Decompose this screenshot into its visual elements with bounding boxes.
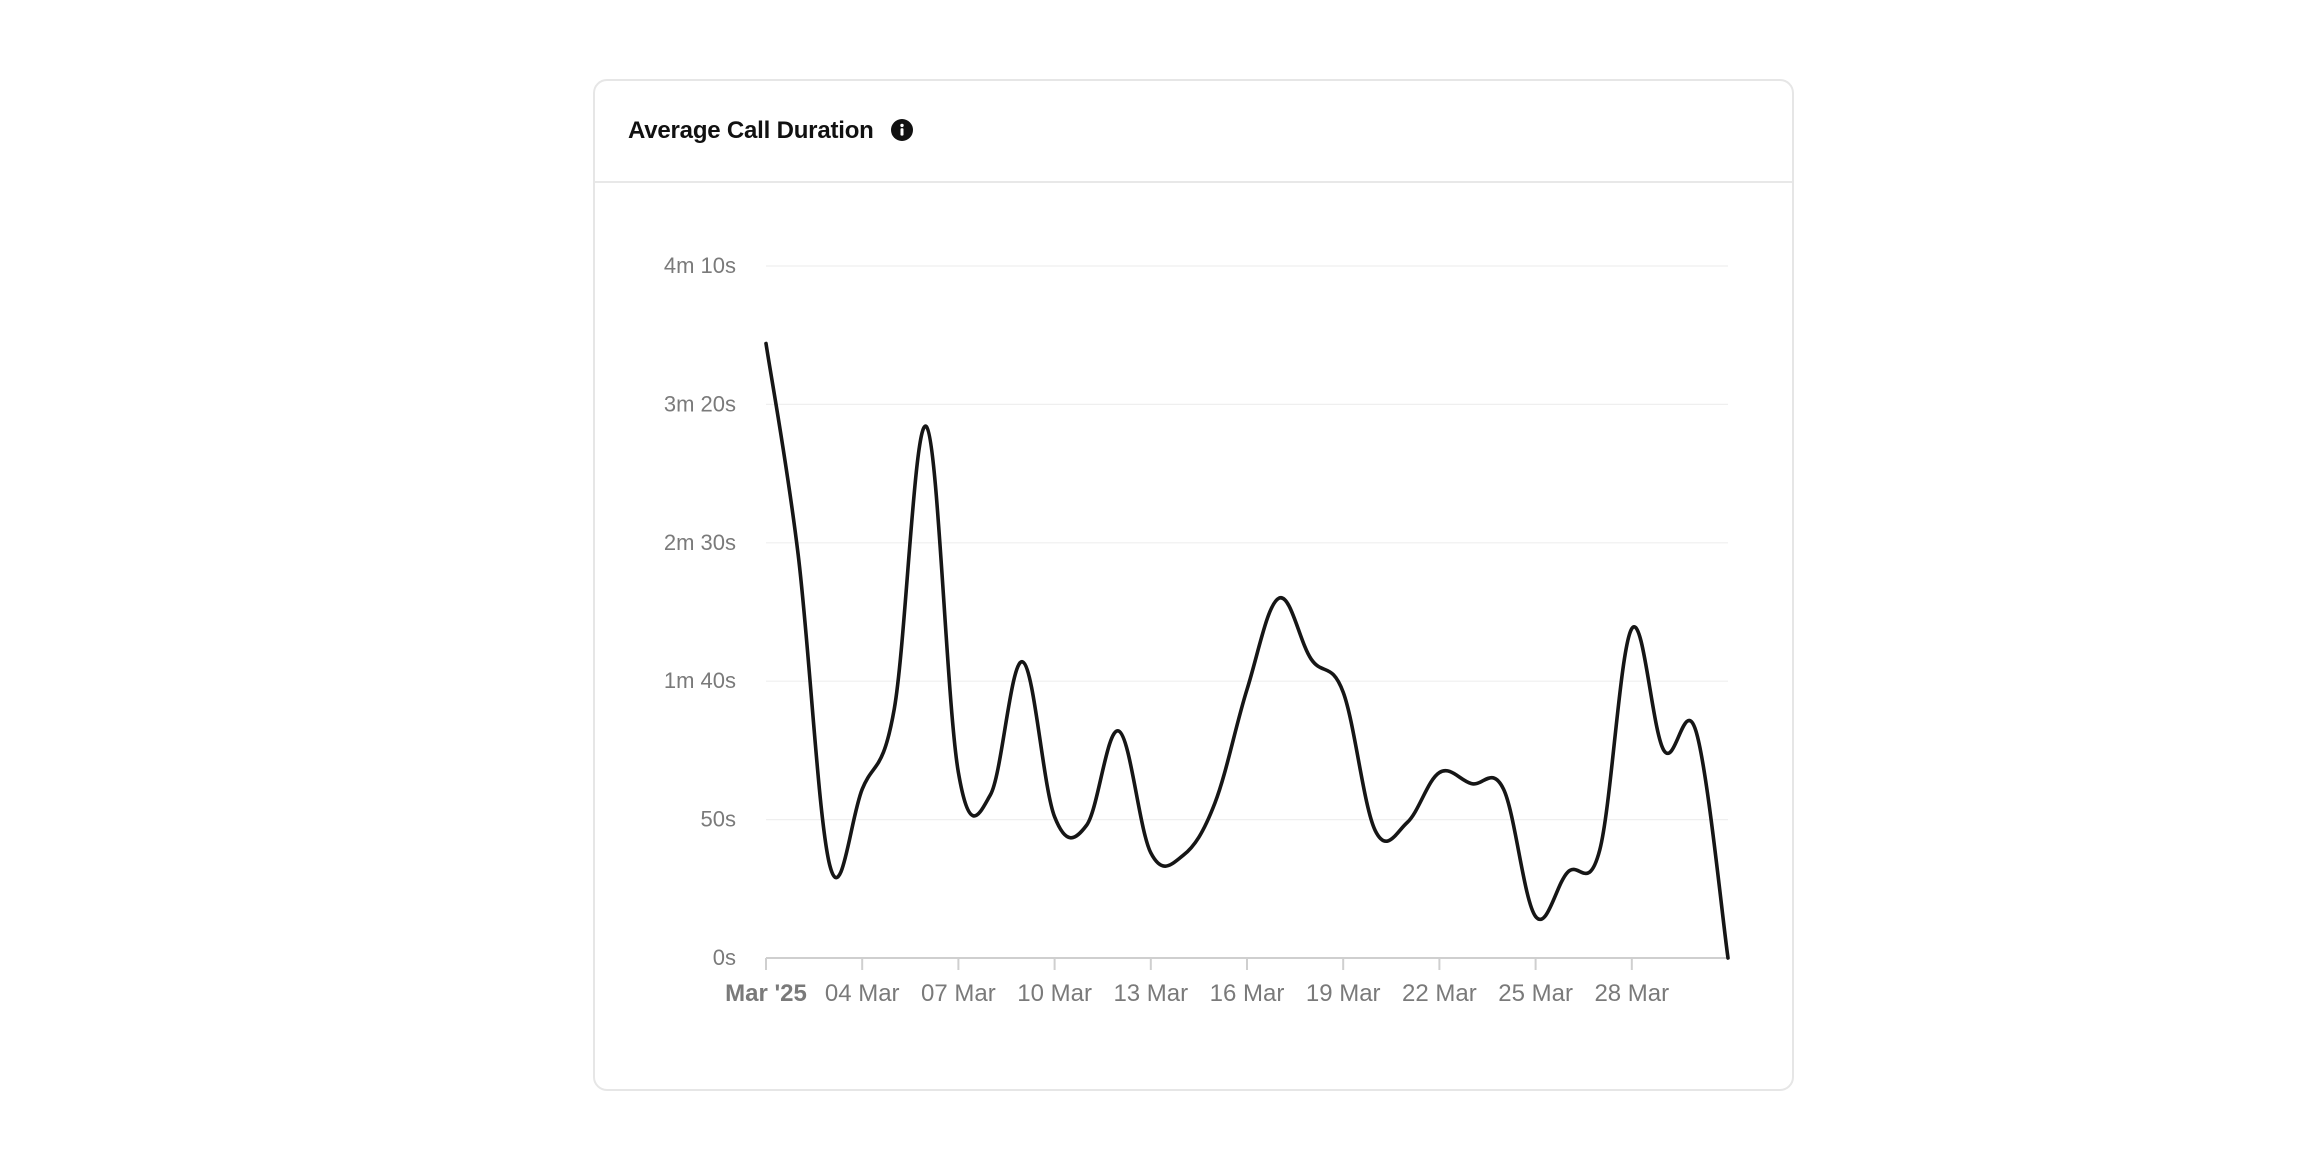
x-tick-label: 07 Mar xyxy=(921,980,996,1007)
card-title: Average Call Duration xyxy=(628,117,874,144)
x-tick-label: 28 Mar xyxy=(1594,980,1669,1007)
x-tick-label: 04 Mar xyxy=(825,980,900,1007)
y-axis-labels: 0s 50s 1m 40s 2m 30s 3m 20s 4m 10s xyxy=(664,253,736,970)
series-layer xyxy=(764,341,1730,960)
x-tick-label: 19 Mar xyxy=(1306,980,1381,1007)
chart-area: 0s 50s 1m 40s 2m 30s 3m 20s 4m 10s Mar '25 04 … xyxy=(595,185,1792,1089)
x-tick-label: Mar '25 xyxy=(725,980,807,1007)
x-axis xyxy=(765,957,1728,970)
y-tick-label: 4m 10s xyxy=(664,253,736,278)
y-tick-label: 1m 40s xyxy=(664,668,736,693)
y-tick-label: 2m 30s xyxy=(664,530,736,555)
x-tick-label: 16 Mar xyxy=(1210,980,1285,1007)
card-header: Average Call Duration xyxy=(595,81,1792,183)
y-tick-label: 3m 20s xyxy=(664,391,736,416)
x-tick-label: 25 Mar xyxy=(1498,980,1573,1007)
x-tick-label: 10 Mar xyxy=(1017,980,1092,1007)
x-tick-label: 13 Mar xyxy=(1113,980,1188,1007)
x-axis-labels: Mar '25 04 Mar 07 Mar 10 Mar 13 Mar 16 Mar 19 … xyxy=(725,980,1669,1007)
x-tick-label: 22 Mar xyxy=(1402,980,1477,1007)
y-tick-label: 0s xyxy=(713,945,736,970)
grid-lines xyxy=(766,265,1728,821)
series-line xyxy=(764,341,1730,960)
y-tick-label: 50s xyxy=(701,807,736,832)
chart-card: Average Call Duration 0s 50s 1m 40s 2m 30s 3… xyxy=(593,79,1794,1091)
line-chart: 0s 50s 1m 40s 2m 30s 3m 20s 4m 10s Mar '25 04 … xyxy=(664,253,1730,1007)
info-icon[interactable] xyxy=(890,119,913,141)
